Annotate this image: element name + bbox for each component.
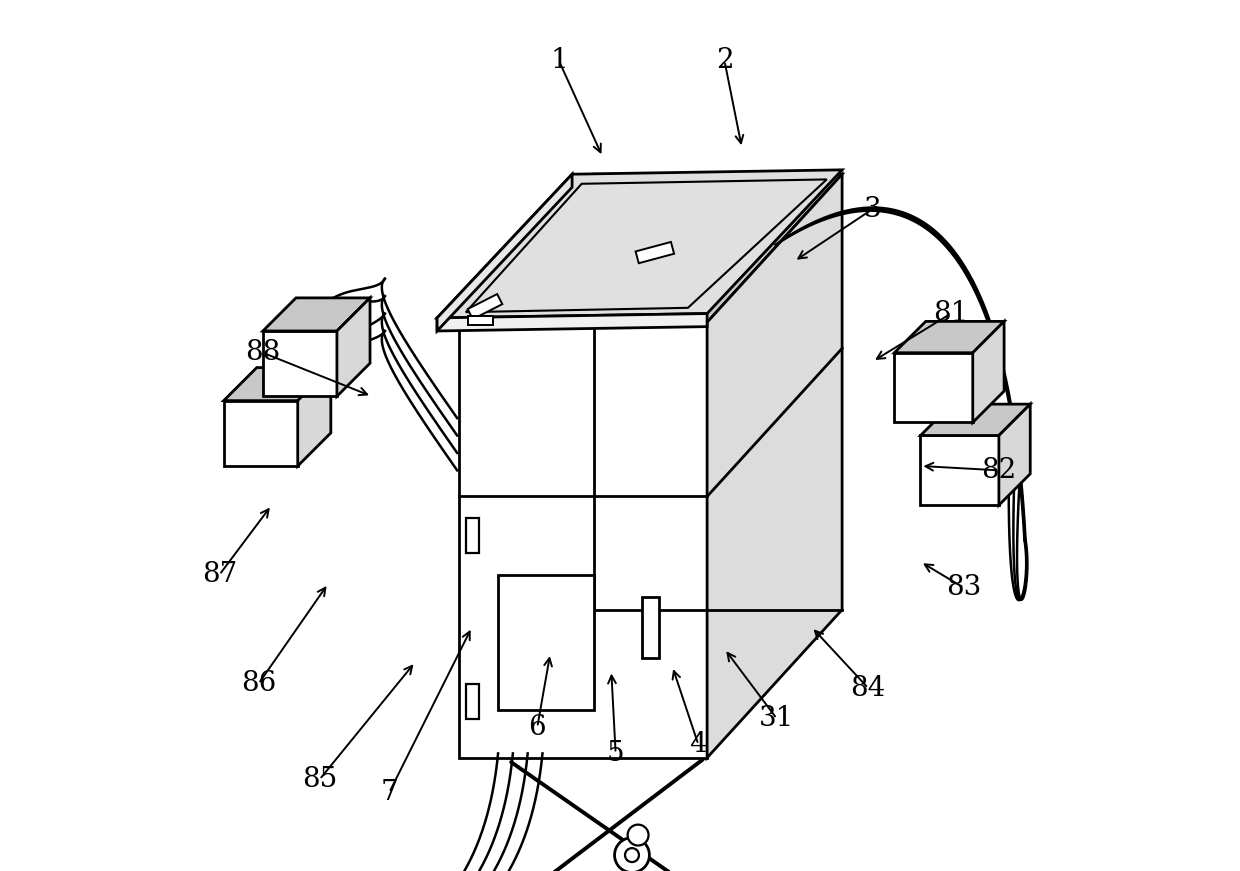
Circle shape — [615, 838, 650, 871]
Polygon shape — [920, 436, 999, 505]
Text: 87: 87 — [202, 562, 237, 588]
Bar — [498, 575, 594, 710]
Text: 81: 81 — [934, 300, 968, 327]
Polygon shape — [459, 174, 842, 322]
Polygon shape — [894, 321, 1004, 353]
Text: 86: 86 — [241, 671, 277, 697]
Text: 82: 82 — [981, 457, 1017, 483]
Polygon shape — [436, 174, 572, 331]
Polygon shape — [920, 404, 1030, 436]
Text: 6: 6 — [528, 714, 546, 740]
Polygon shape — [459, 322, 707, 758]
Text: 3: 3 — [864, 196, 882, 222]
Circle shape — [625, 848, 639, 862]
Polygon shape — [466, 179, 827, 312]
Text: 7: 7 — [381, 780, 398, 806]
Bar — [466, 518, 479, 553]
Polygon shape — [263, 331, 337, 396]
Polygon shape — [999, 404, 1030, 505]
Text: 88: 88 — [246, 340, 280, 366]
Polygon shape — [223, 401, 298, 466]
Text: 85: 85 — [301, 766, 337, 793]
Text: 83: 83 — [946, 575, 982, 601]
Bar — [466, 684, 479, 719]
Polygon shape — [636, 242, 675, 263]
Bar — [642, 597, 660, 658]
Polygon shape — [972, 321, 1004, 422]
Circle shape — [627, 825, 649, 846]
Polygon shape — [298, 368, 331, 466]
Polygon shape — [263, 298, 370, 331]
Polygon shape — [707, 174, 842, 758]
Polygon shape — [436, 314, 707, 331]
Text: 5: 5 — [606, 740, 625, 766]
Text: 2: 2 — [715, 48, 733, 74]
Polygon shape — [467, 294, 502, 319]
Text: 31: 31 — [759, 706, 795, 732]
Text: 1: 1 — [551, 48, 568, 74]
Polygon shape — [894, 353, 972, 422]
Polygon shape — [223, 368, 331, 401]
Text: 4: 4 — [689, 732, 707, 758]
Polygon shape — [469, 316, 492, 325]
Text: 84: 84 — [851, 675, 885, 701]
Polygon shape — [337, 298, 370, 396]
Polygon shape — [436, 170, 842, 318]
